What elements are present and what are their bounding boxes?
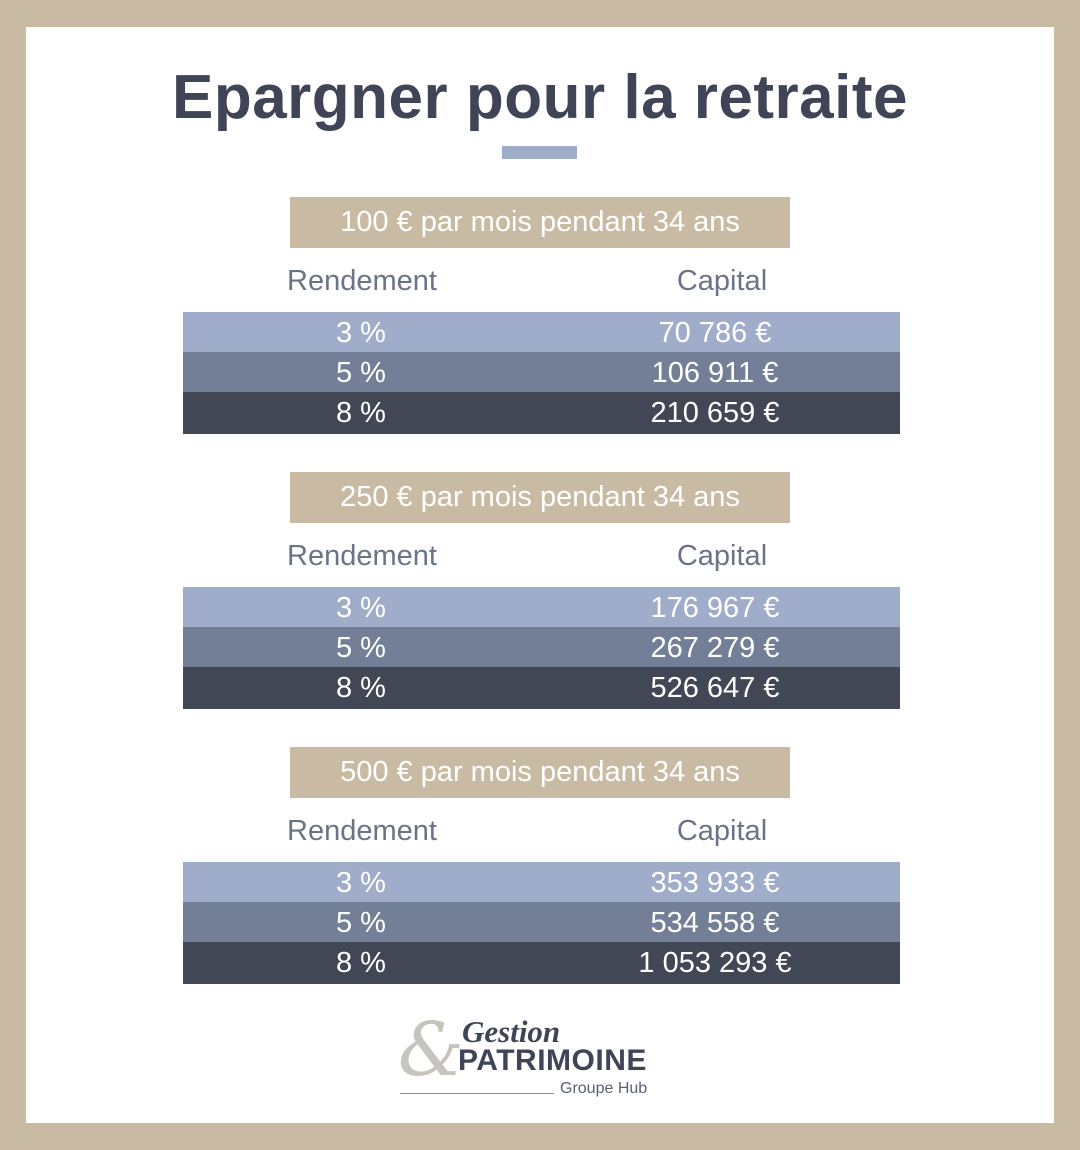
- table-row: 5 % 267 279 €: [183, 627, 900, 667]
- capital-cell: 210 659 €: [650, 397, 780, 429]
- column-header-rendement: Rendement: [287, 265, 437, 297]
- results-table: 3 % 353 933 € 5 % 534 558 € 8 % 1 053 29…: [183, 862, 900, 984]
- capital-cell: 526 647 €: [650, 672, 780, 704]
- capital-cell: 353 933 €: [650, 867, 780, 899]
- table-row: 3 % 353 933 €: [183, 862, 900, 902]
- column-header-capital: Capital: [676, 540, 768, 572]
- logo-divider: [400, 1093, 554, 1094]
- rate-cell: 8 %: [336, 672, 386, 704]
- section-label: 100 € par mois pendant 34 ans: [290, 197, 790, 248]
- table-row: 3 % 70 786 €: [183, 312, 900, 352]
- title-underline: [502, 146, 577, 159]
- rate-cell: 8 %: [336, 947, 386, 979]
- column-header-capital: Capital: [676, 265, 768, 297]
- capital-cell: 1 053 293 €: [638, 947, 792, 979]
- table-row: 5 % 534 558 €: [183, 902, 900, 942]
- logo-tagline: Groupe Hub: [560, 1080, 648, 1097]
- section-label: 500 € par mois pendant 34 ans: [290, 747, 790, 798]
- logo-line-gestion: Gestion: [462, 1014, 561, 1049]
- rate-cell: 3 %: [336, 867, 386, 899]
- page-title: Epargner pour la retraite: [171, 63, 909, 132]
- rate-cell: 5 %: [336, 632, 386, 664]
- capital-cell: 70 786 €: [658, 317, 772, 349]
- results-table: 3 % 176 967 € 5 % 267 279 € 8 % 526 647 …: [183, 587, 900, 709]
- rate-cell: 5 %: [336, 907, 386, 939]
- capital-cell: 176 967 €: [650, 592, 780, 624]
- capital-cell: 106 911 €: [651, 357, 779, 389]
- table-row: 8 % 210 659 €: [183, 392, 900, 434]
- rate-cell: 8 %: [336, 397, 386, 429]
- rate-cell: 3 %: [336, 592, 386, 624]
- rate-cell: 5 %: [336, 357, 386, 389]
- column-header-rendement: Rendement: [287, 540, 437, 572]
- results-table: 3 % 70 786 € 5 % 106 911 € 8 % 210 659 €: [183, 312, 900, 434]
- logo-line-patrimoine: PATRIMOINE: [458, 1044, 647, 1077]
- table-row: 8 % 1 053 293 €: [183, 942, 900, 984]
- table-row: 8 % 526 647 €: [183, 667, 900, 709]
- capital-cell: 534 558 €: [650, 907, 780, 939]
- column-header-capital: Capital: [676, 815, 768, 847]
- table-row: 5 % 106 911 €: [183, 352, 900, 392]
- rate-cell: 3 %: [336, 317, 386, 349]
- column-header-rendement: Rendement: [287, 815, 437, 847]
- ampersand-icon: &: [398, 1007, 464, 1093]
- capital-cell: 267 279 €: [650, 632, 780, 664]
- section-label: 250 € par mois pendant 34 ans: [290, 472, 790, 523]
- table-row: 3 % 176 967 €: [183, 587, 900, 627]
- gestion-patrimoine-logo: & Gestion PATRIMOINE Groupe Hub: [398, 1007, 688, 1112]
